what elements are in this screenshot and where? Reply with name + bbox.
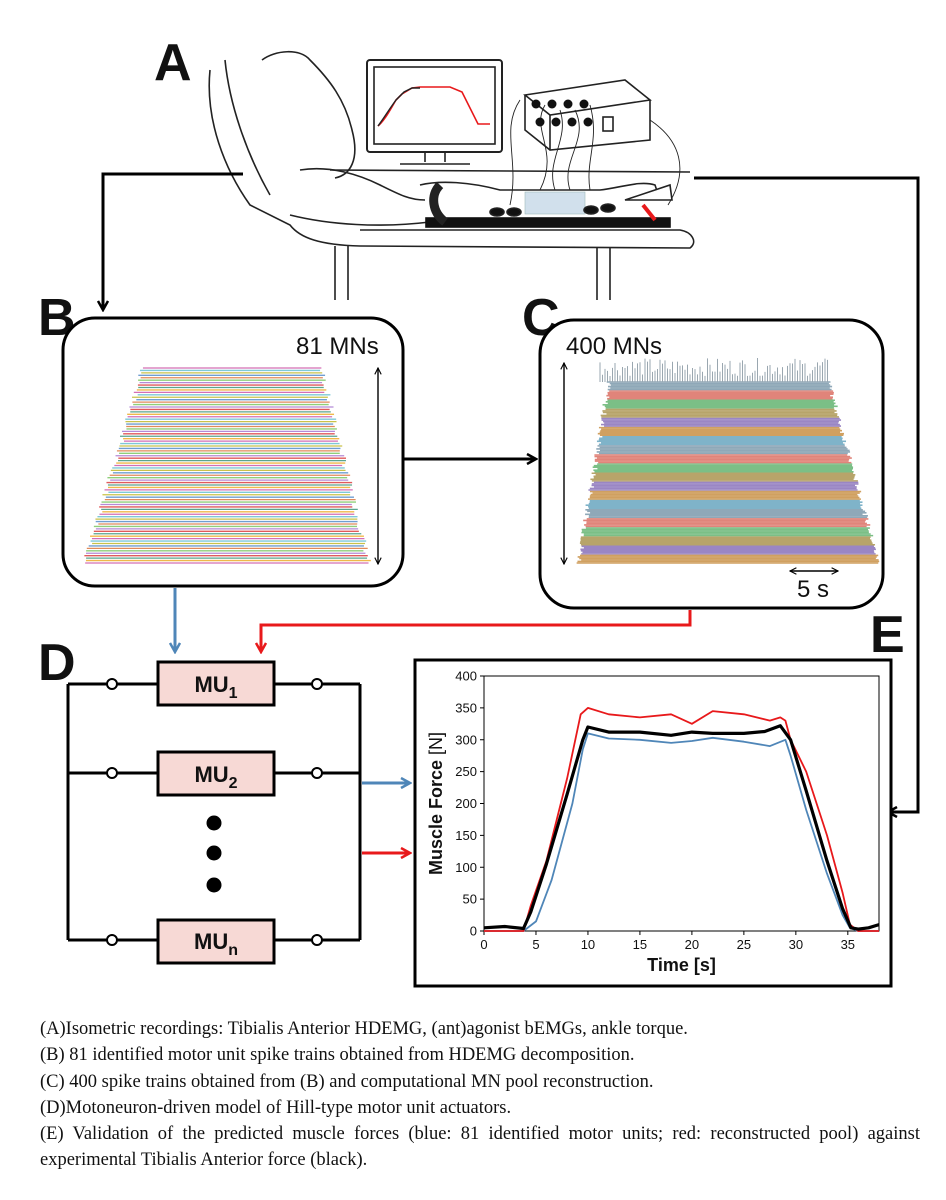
caption-b: (B) 81 identified motor unit spike train… bbox=[40, 1045, 635, 1066]
panel-b-mn-count: 81 MNs bbox=[296, 333, 379, 360]
amplifier-knobs bbox=[531, 99, 593, 127]
x-tick-label: 10 bbox=[581, 937, 595, 952]
series-red-line bbox=[484, 707, 879, 932]
arrow-a-to-e bbox=[694, 176, 920, 812]
y-tick-label: 100 bbox=[455, 860, 477, 875]
x-tick-label: 15 bbox=[633, 937, 647, 952]
panel-c-raster bbox=[576, 358, 880, 564]
x-tick-label: 25 bbox=[737, 937, 751, 952]
panel-d-circuit bbox=[66, 682, 362, 942]
panel-b-raster bbox=[84, 367, 371, 564]
y-tick-label: 50 bbox=[463, 892, 477, 907]
x-tick-label: 5 bbox=[532, 937, 539, 952]
y-tick-label: 250 bbox=[455, 764, 477, 779]
mu-2-block: MU2 bbox=[156, 750, 276, 797]
figure-caption: (A)Isometric recordings: Tibialis Anteri… bbox=[40, 1016, 920, 1174]
panel-d-letter: D bbox=[38, 634, 76, 692]
y-tick-label: 350 bbox=[455, 700, 477, 715]
panel-c-scale-label: 5 s bbox=[797, 576, 829, 603]
setup-illustration bbox=[208, 50, 695, 300]
panel-c-mn-count: 400 MNs bbox=[566, 333, 662, 360]
svg-text:MUn: MUn bbox=[194, 929, 238, 959]
y-tick-label: 300 bbox=[455, 732, 477, 747]
arrow-c-to-d bbox=[261, 610, 692, 652]
caption-a: (A)Isometric recordings: Tibialis Anteri… bbox=[40, 1019, 688, 1039]
y-tick-label: 400 bbox=[455, 669, 477, 684]
arrow-a-to-b bbox=[103, 172, 243, 310]
x-tick-label: 35 bbox=[841, 937, 855, 952]
caption-d: (D)Motoneuron-driven model of Hill-type … bbox=[40, 1097, 512, 1118]
circuit-nodes bbox=[106, 678, 323, 946]
x-tick-label: 0 bbox=[480, 937, 487, 952]
x-axis-label: Time [s] bbox=[647, 955, 716, 975]
mu-1-block: MU1 bbox=[156, 660, 276, 707]
x-tick-label: 20 bbox=[685, 937, 699, 952]
y-axis-label: Muscle Force [N] bbox=[426, 732, 446, 875]
caption-e: (E) Validation of the predicted muscle f… bbox=[40, 1124, 920, 1171]
mu-n-block: MUn bbox=[156, 918, 276, 965]
series-black-line bbox=[483, 724, 880, 931]
panel-a-letter: A bbox=[154, 34, 192, 92]
ellipsis-dots bbox=[206, 815, 222, 893]
caption-c: (C) 400 spike trains obtained from (B) a… bbox=[40, 1071, 654, 1092]
series-blue-line bbox=[484, 732, 879, 932]
y-tick-label: 0 bbox=[470, 924, 477, 939]
svg-text:MU1: MU1 bbox=[194, 672, 237, 702]
figure: A B C D E bbox=[38, 34, 920, 988]
x-tick-label: 30 bbox=[789, 937, 803, 952]
y-tick-label: 200 bbox=[455, 796, 477, 811]
y-tick-label: 150 bbox=[455, 828, 477, 843]
panel-e-letter: E bbox=[870, 606, 905, 664]
svg-text:MU2: MU2 bbox=[194, 762, 237, 792]
